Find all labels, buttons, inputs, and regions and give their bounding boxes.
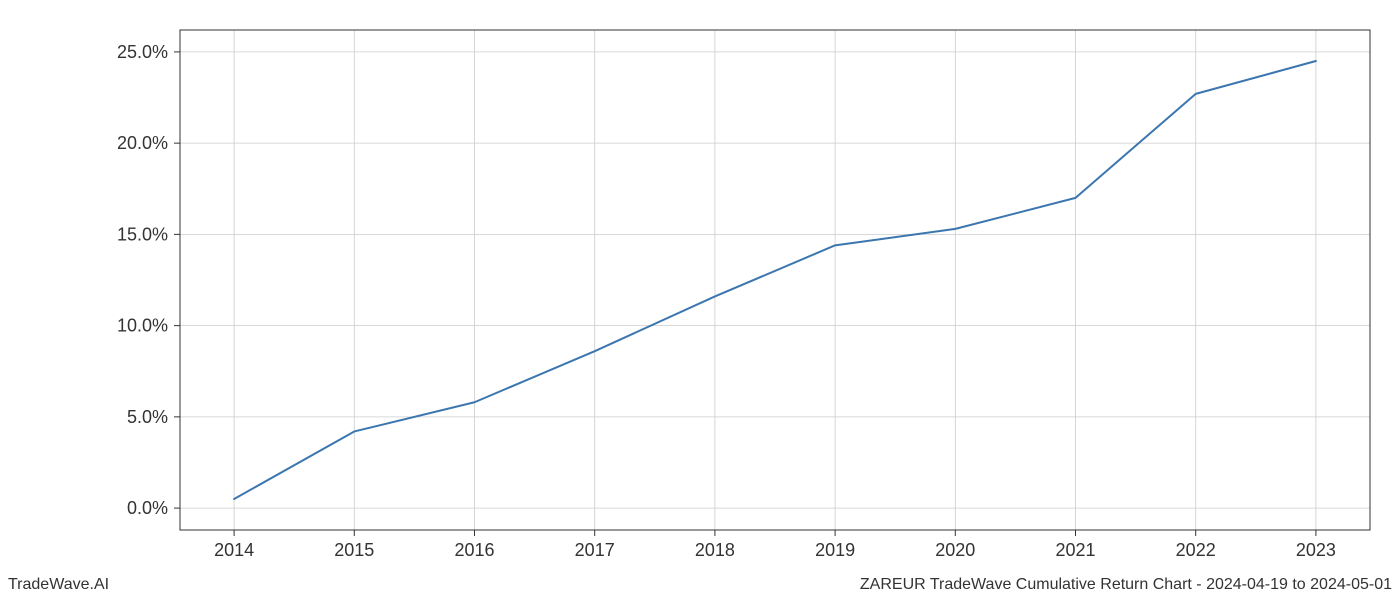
svg-text:2022: 2022 xyxy=(1176,540,1216,560)
svg-text:2014: 2014 xyxy=(214,540,254,560)
svg-text:2017: 2017 xyxy=(575,540,615,560)
svg-text:2018: 2018 xyxy=(695,540,735,560)
svg-text:2020: 2020 xyxy=(935,540,975,560)
svg-text:5.0%: 5.0% xyxy=(127,407,168,427)
svg-text:15.0%: 15.0% xyxy=(117,224,168,244)
svg-text:2016: 2016 xyxy=(454,540,494,560)
svg-text:2015: 2015 xyxy=(334,540,374,560)
svg-text:2021: 2021 xyxy=(1055,540,1095,560)
line-chart: 2014 2015 2016 2017 2018 2019 2020 2021 2022 2023… xyxy=(0,0,1400,600)
footer-left-text: TradeWave.AI xyxy=(8,576,109,594)
svg-text:10.0%: 10.0% xyxy=(117,316,168,336)
svg-text:2019: 2019 xyxy=(815,540,855,560)
svg-text:20.0%: 20.0% xyxy=(117,133,168,153)
svg-text:25.0%: 25.0% xyxy=(117,42,168,62)
svg-text:0.0%: 0.0% xyxy=(127,498,168,518)
chart-container: 2014 2015 2016 2017 2018 2019 2020 2021 2022 2023… xyxy=(0,0,1400,600)
svg-text:2023: 2023 xyxy=(1296,540,1336,560)
footer-right-text: ZAREUR TradeWave Cumulative Return Chart… xyxy=(860,576,1392,594)
